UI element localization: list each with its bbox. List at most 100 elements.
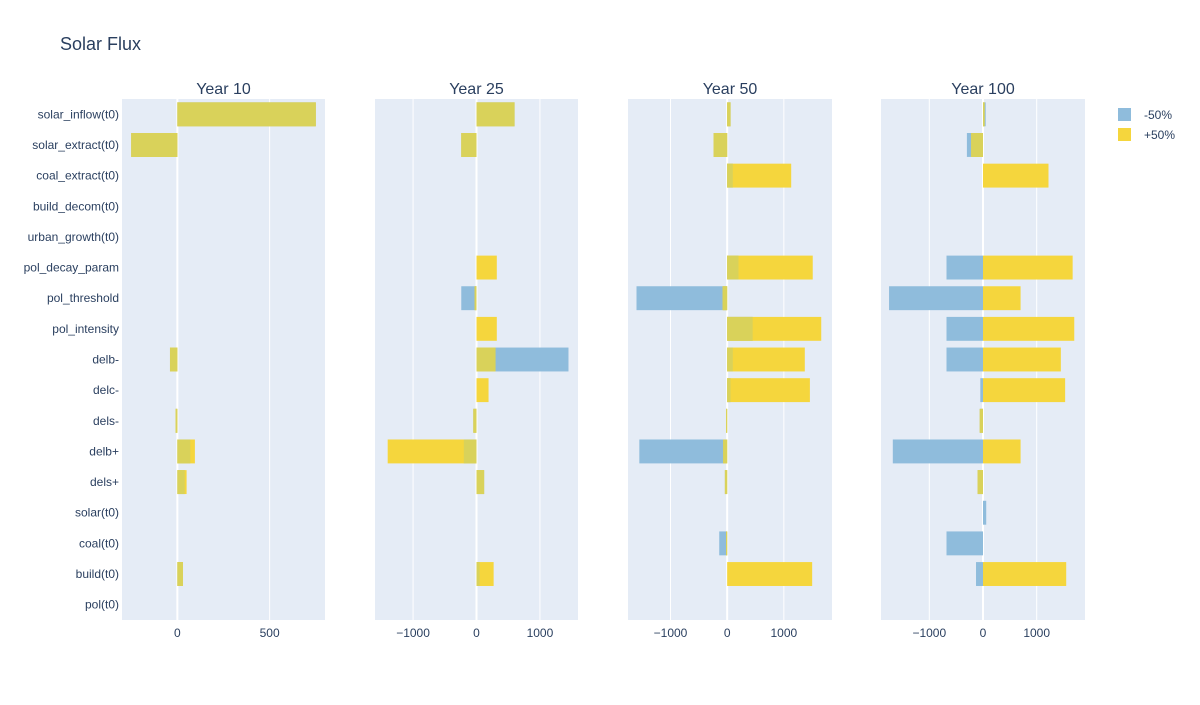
bar-minus-50: [461, 286, 477, 311]
x-tick-label: 1000: [1023, 626, 1050, 640]
y-tick-label: coal_extract(t0): [36, 169, 119, 183]
y-tick-label: solar(t0): [75, 506, 119, 520]
y-tick-label: solar_extract(t0): [32, 138, 119, 152]
bar-overlap: [169, 347, 178, 372]
x-tick-label: 500: [260, 626, 280, 640]
bar-overlap: [726, 531, 728, 556]
bar-overlap: [979, 408, 983, 433]
y-tick-label: delb-: [92, 353, 119, 367]
y-tick-label: pol_intensity: [52, 322, 119, 336]
bar-overlap: [727, 347, 733, 372]
bar-plus-50: [727, 378, 810, 403]
panel-3: −1000 0 1000 Year 50: [628, 81, 832, 640]
x-tick-label: −1000: [396, 626, 430, 640]
bar-plus-50: [983, 286, 1021, 311]
bar-plus-50: [476, 562, 494, 586]
y-tick-label: dels-: [93, 414, 119, 428]
bar-overlap: [723, 439, 728, 464]
y-tick-label: pol_decay_param: [24, 261, 119, 275]
bar-overlap: [177, 470, 185, 495]
bar-overlap: [177, 562, 183, 586]
x-tick-label: 1000: [770, 626, 797, 640]
x-tick-label: −1000: [654, 626, 688, 640]
bar-plus-50: [476, 378, 489, 403]
bar-minus-50: [946, 347, 983, 372]
y-tick-label: solar_inflow(t0): [38, 107, 119, 121]
bar-minus-50: [983, 500, 987, 525]
panel-title: Year 100: [951, 81, 1015, 98]
bar-plus-50: [727, 562, 813, 586]
bar-overlap: [977, 470, 983, 495]
bar-overlap: [476, 562, 480, 586]
bar-plus-50: [476, 316, 497, 341]
bar-plus-50: [983, 163, 1049, 188]
bar-plus-50: [983, 562, 1067, 586]
legend-label[interactable]: -50%: [1144, 108, 1172, 122]
bar-plus-50: [727, 163, 792, 188]
legend-swatch[interactable]: [1118, 108, 1131, 121]
bar-plus-50: [983, 316, 1075, 341]
bar-overlap: [474, 286, 477, 311]
y-tick-label: pol_threshold: [47, 291, 119, 305]
y-tick-label: build_decom(t0): [33, 199, 119, 213]
bar-minus-50: [636, 286, 728, 311]
x-tick-label: 0: [980, 626, 987, 640]
bar-overlap: [971, 133, 983, 157]
bar-overlap: [722, 286, 728, 311]
bar-plus-50: [983, 378, 1066, 403]
bar-minus-50: [980, 378, 983, 403]
panel-title: Year 25: [449, 81, 504, 98]
bar-overlap: [727, 316, 753, 341]
chart-title: Solar Flux: [60, 34, 141, 54]
bar-overlap: [175, 408, 178, 433]
panel-title: Year 10: [196, 81, 251, 98]
x-tick-label: −1000: [912, 626, 946, 640]
bar-overlap: [461, 133, 477, 157]
bar-minus-50: [476, 347, 569, 372]
bar-overlap: [177, 439, 191, 464]
x-tick-label: 0: [724, 626, 731, 640]
bar-minus-50: [639, 439, 728, 464]
legend[interactable]: -50% +50%: [1118, 108, 1175, 142]
bar-overlap: [983, 102, 985, 127]
bar-overlap: [177, 102, 316, 127]
bar-plus-50: [476, 255, 497, 280]
y-tick-label: dels+: [90, 475, 119, 489]
bar-overlap: [473, 408, 477, 433]
bar-overlap: [463, 439, 477, 464]
panels: 0 500 Year 10 −1000 0 1000 Year 25 −1000 0 1000 Ye…: [122, 81, 1085, 640]
y-tick-label: urban_growth(t0): [28, 230, 119, 244]
y-tick-label: delc-: [93, 383, 119, 397]
bar-plus-50: [727, 255, 813, 280]
legend-label[interactable]: +50%: [1144, 128, 1175, 142]
bar-overlap: [476, 470, 485, 495]
bar-minus-50: [946, 531, 983, 556]
panel-4: −1000 0 1000 Year 100: [881, 81, 1085, 640]
panel-1: 0 500 Year 10: [122, 81, 325, 640]
panel-title: Year 50: [703, 81, 758, 98]
bar-overlap: [727, 163, 733, 188]
bar-overlap: [726, 408, 728, 433]
bar-minus-50: [976, 562, 983, 586]
legend-swatch[interactable]: [1118, 128, 1131, 141]
bar-minus-50: [889, 286, 983, 311]
bar-overlap: [476, 347, 496, 372]
panel-background: [122, 99, 325, 620]
bar-overlap: [727, 378, 731, 403]
bar-minus-50: [719, 531, 728, 556]
bar-minus-50: [946, 316, 983, 341]
bar-plus-50: [983, 347, 1061, 372]
bar-plus-50: [727, 347, 805, 372]
y-category-labels: solar_inflow(t0) solar_extract(t0) coal_ex…: [24, 107, 119, 611]
x-tick-label: 0: [174, 626, 181, 640]
bar-overlap: [131, 133, 178, 157]
y-tick-label: delb+: [89, 444, 119, 458]
x-tick-label: 1000: [527, 626, 554, 640]
bar-overlap: [727, 102, 731, 127]
bar-plus-50: [983, 439, 1021, 464]
bar-minus-50: [892, 439, 983, 464]
y-tick-label: pol(t0): [85, 598, 119, 612]
bar-overlap: [476, 102, 515, 127]
